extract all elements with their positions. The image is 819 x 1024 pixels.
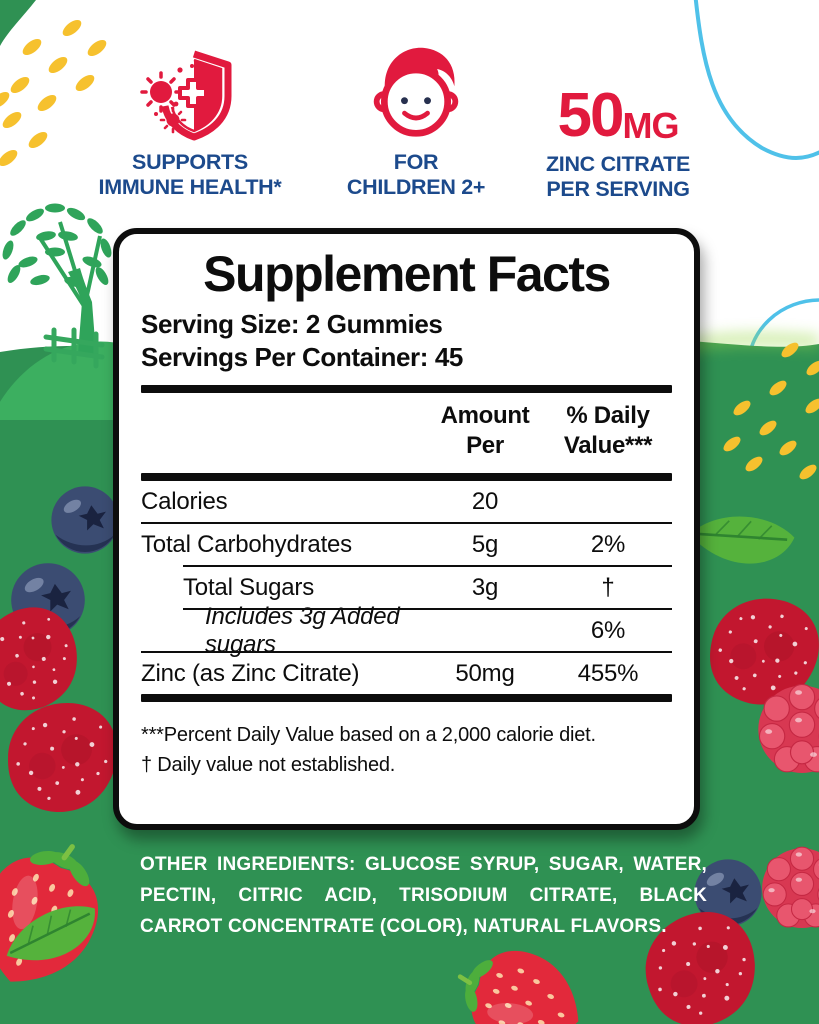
facts-row-added-sugars: Includes 3g Added sugars 6% — [141, 603, 672, 658]
yellow-dots-top-left — [0, 19, 107, 167]
facts-row-total-sugars: Total Sugars 3g † — [141, 567, 672, 608]
badge-dose-label: ZINC CITRATE PER SERVING — [545, 152, 691, 201]
facts-row-calories: Calories 20 — [141, 481, 672, 522]
row-amount: 50mg — [455, 659, 515, 687]
other-ingredients-label: OTHER INGREDIENTS: — [140, 854, 356, 875]
servings-per-container: Servings Per Container: 45 — [141, 342, 463, 373]
corner-blob — [0, 0, 36, 46]
serving-size: Serving Size: 2 Gummies — [141, 308, 443, 339]
facts-header-row: Amount Per % Daily Value*** — [141, 393, 672, 473]
row-daily-value: 455% — [577, 659, 639, 687]
panel-title: Supplement Facts — [203, 246, 611, 302]
badge-children-label: FOR CHILDREN 2+ — [346, 150, 486, 199]
fence-illustration — [43, 327, 105, 369]
thick-rule — [141, 694, 672, 703]
supplement-facts-panel: Supplement Facts Serving Size: 2 Gummies… — [113, 228, 700, 830]
row-daily-value: † — [601, 573, 615, 601]
row-name: Total Sugars — [183, 573, 315, 601]
row-daily-value: 2% — [590, 530, 626, 558]
hill — [0, 341, 150, 420]
other-ingredients: OTHER INGREDIENTS: GLUCOSE SYRUP, SUGAR,… — [140, 850, 707, 942]
thin-rule — [141, 651, 672, 654]
dose-value: 50 — [557, 81, 625, 151]
badge-immune: SUPPORTS IMMUNE HEALTH* — [92, 42, 288, 200]
dose-amount: 50 MG — [557, 42, 680, 151]
other-ingredients-text: GLUCOSE SYRUP, SUGAR, WATER, PECTIN, CIT… — [140, 854, 707, 937]
yellow-dots-right — [723, 342, 819, 480]
col-header-daily-value: % Daily Value*** — [563, 402, 653, 460]
footnote-dagger: † Daily value not established. — [141, 754, 396, 777]
row-name: Calories — [141, 487, 228, 515]
badge-immune-label: SUPPORTS IMMUNE HEALTH* — [98, 150, 282, 199]
facts-row-zinc: Zinc (as Zinc Citrate) 50mg 455% — [141, 653, 672, 694]
child-face-icon — [368, 42, 464, 144]
row-amount: 3g — [471, 573, 499, 601]
row-daily-value: 6% — [590, 616, 626, 644]
thin-rule — [183, 608, 672, 611]
tree-illustration — [2, 203, 112, 354]
thin-rule — [141, 522, 672, 525]
blue-swoosh-doodle — [693, 0, 819, 160]
blueberry-photo-1 — [51, 486, 119, 554]
row-name: Total Carbohydrates — [141, 530, 352, 558]
row-name: Zinc (as Zinc Citrate) — [141, 659, 360, 687]
dose-unit: MG — [622, 105, 679, 146]
thick-rule — [141, 385, 672, 394]
thick-rule — [141, 473, 672, 482]
col-header-amount: Amount Per — [440, 402, 530, 460]
shield-virus-icon — [140, 42, 240, 144]
facts-row-carbohydrates: Total Carbohydrates 5g 2% — [141, 524, 672, 565]
row-amount: 20 — [471, 487, 499, 515]
footnotes: ***Percent Daily Value based on a 2,000 … — [141, 720, 672, 780]
thin-rule — [183, 565, 672, 568]
badge-children: FOR CHILDREN 2+ — [328, 42, 504, 200]
row-amount: 5g — [471, 530, 499, 558]
badge-dose: 50 MG ZINC CITRATE PER SERVING — [522, 42, 714, 202]
row-name: Includes 3g Added sugars — [205, 602, 400, 658]
footnote-daily-value: ***Percent Daily Value based on a 2,000 … — [141, 724, 596, 747]
